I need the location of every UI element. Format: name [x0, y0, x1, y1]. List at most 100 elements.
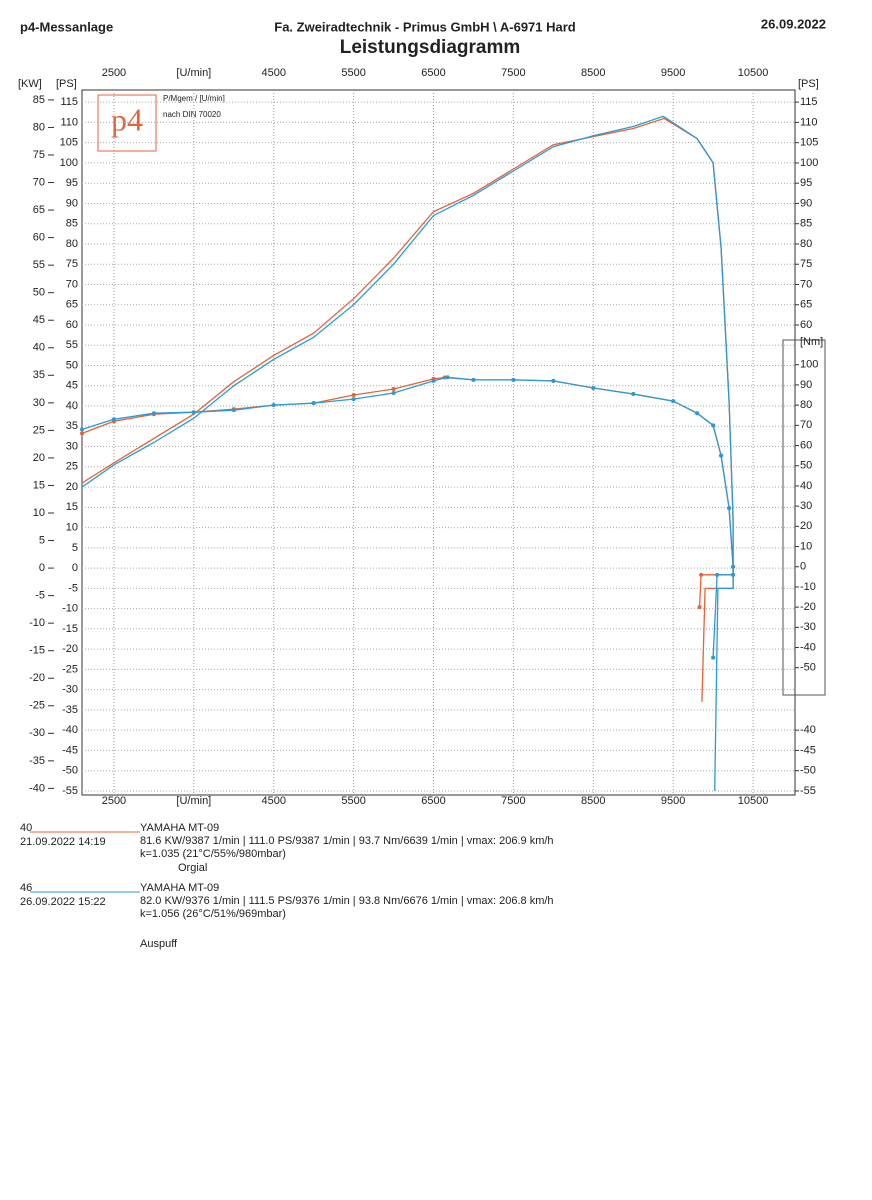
- torque-point: [471, 377, 476, 382]
- y-tick-label: -10: [62, 603, 78, 615]
- nm-tick-label: -10: [800, 581, 816, 593]
- torque-point: [80, 431, 84, 436]
- y-tick-label: -30: [62, 684, 78, 696]
- torque-point: [80, 427, 84, 432]
- nm-axis-box: [782, 339, 826, 696]
- kw-tick-label: 70: [33, 176, 45, 188]
- x-tick-label: 6500: [421, 795, 445, 807]
- x-tick-label: 10500: [738, 67, 769, 79]
- kw-tick-label: -20: [29, 672, 45, 684]
- run-id: 40: [20, 822, 32, 834]
- x-tick-label: 8500: [581, 795, 605, 807]
- kw-axis-label: [KW]: [18, 78, 42, 90]
- nm-tick-label: 90: [800, 379, 812, 391]
- y-tick-label: 10: [66, 521, 78, 533]
- y-right-tick-label: 75: [800, 258, 812, 270]
- nm-tick-label: 20: [800, 520, 812, 532]
- logo-text: P/Mgem / [U/min]: [163, 94, 225, 103]
- kw-tick-label: -15: [29, 645, 45, 657]
- y-right-tick-label: 115: [800, 96, 818, 108]
- y-tick-label: 5: [72, 542, 78, 554]
- nm-curve: [81, 376, 734, 658]
- x-tick-label: [U/min]: [176, 795, 211, 807]
- y-tick-label: 40: [66, 400, 78, 412]
- torque-point: [711, 423, 716, 428]
- kw-tick-label: -10: [29, 617, 45, 629]
- run-note: Auspuff: [140, 938, 178, 950]
- y-tick-label: 105: [60, 137, 78, 149]
- x-tick-label: 4500: [261, 67, 285, 79]
- y-tick-label: 45: [66, 380, 78, 392]
- kw-tick-label: -5: [35, 590, 45, 602]
- torque-point: [391, 386, 396, 391]
- y-tick-label: 35: [66, 420, 78, 432]
- torque-point: [731, 564, 736, 569]
- kw-tick-label: 75: [33, 149, 45, 161]
- kw-tick-label: 10: [33, 507, 45, 519]
- torque-point: [671, 399, 676, 404]
- torque-point: [511, 377, 516, 382]
- x-tick-label: 7500: [501, 795, 525, 807]
- torque-point: [445, 375, 450, 380]
- x-tick-label: 7500: [501, 67, 525, 79]
- y-right-tick-label: 110: [800, 116, 818, 128]
- nm-tick-label: 0: [800, 561, 806, 573]
- nm-tick-label: -30: [800, 621, 816, 633]
- run-stats: 82.0 KW/9376 1/min | 111.5 PS/9376 1/min…: [140, 895, 554, 907]
- torque-point: [551, 378, 556, 383]
- y-tick-label: 55: [66, 339, 78, 351]
- kw-tick-label: 45: [33, 314, 45, 326]
- y-tick-label: 65: [66, 299, 78, 311]
- nm-tick-label: 30: [800, 500, 812, 512]
- y-tick-label: -15: [62, 623, 78, 635]
- nm-tick-label: 40: [800, 480, 812, 492]
- nm-tick-label: -50: [800, 662, 816, 674]
- y-tick-label: 20: [66, 481, 78, 493]
- torque-point: [111, 417, 116, 422]
- y-right-tick-label: -50: [800, 765, 816, 777]
- y-tick-label: 95: [66, 177, 78, 189]
- y-tick-label: -50: [62, 765, 78, 777]
- nm-tick-label: 10: [800, 540, 812, 552]
- kw-tick-label: 35: [33, 369, 45, 381]
- nm-tick-label: -40: [800, 641, 816, 653]
- torque-point: [719, 453, 724, 458]
- run-model: YAMAHA MT-09: [140, 882, 219, 894]
- y-tick-label: 80: [66, 238, 78, 250]
- y-tick-label: -45: [62, 744, 78, 756]
- y-right-tick-label: 95: [800, 177, 812, 189]
- header-left: p4-Messanlage: [20, 19, 113, 34]
- y-tick-label: -25: [62, 663, 78, 675]
- y-right-tick-label: 105: [800, 137, 818, 149]
- kw-tick-label: -35: [29, 755, 45, 767]
- ps-curve: [81, 117, 734, 702]
- torque-point: [351, 393, 356, 398]
- torque-point: [731, 572, 736, 577]
- nm-tick-label: 60: [800, 439, 812, 451]
- y-tick-label: 85: [66, 218, 78, 230]
- y-right-tick-label: 70: [800, 278, 812, 290]
- kw-tick-label: 30: [33, 397, 45, 409]
- y-tick-label: 70: [66, 278, 78, 290]
- kw-tick-label: -40: [29, 782, 45, 794]
- x-tick-label: 5500: [341, 795, 365, 807]
- kw-tick-label: 80: [33, 121, 45, 133]
- logo-text: nach DIN 70020: [163, 110, 221, 119]
- y-right-tick-label: 65: [800, 299, 812, 311]
- kw-tick-label: 25: [33, 424, 45, 436]
- kw-tick-label: 55: [33, 259, 45, 271]
- y-right-tick-label: 60: [800, 319, 812, 331]
- kw-tick-label: -30: [29, 727, 45, 739]
- torque-point: [695, 411, 700, 416]
- kw-tick-label: 5: [39, 534, 45, 546]
- kw-tick-label: 60: [33, 232, 45, 244]
- y-tick-label: 15: [66, 501, 78, 513]
- kw-tick-label: 65: [33, 204, 45, 216]
- run-date: 21.09.2022 14:19: [20, 836, 106, 848]
- ps-axis-label: [PS]: [56, 78, 77, 90]
- y-tick-label: 115: [60, 96, 78, 108]
- kw-tick-label: 0: [39, 562, 45, 574]
- torque-point: [715, 572, 720, 577]
- nm-tick-label: 80: [800, 399, 812, 411]
